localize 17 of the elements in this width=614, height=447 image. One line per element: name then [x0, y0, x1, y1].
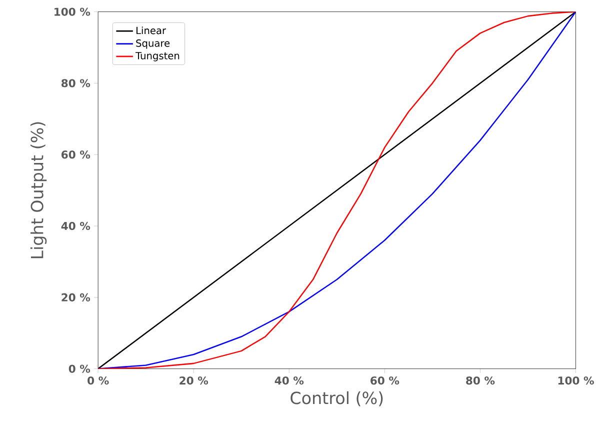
x-tick-label: 60 % — [370, 376, 400, 384]
legend-label: Square — [136, 39, 170, 49]
y-axis-title: Light Output (%) — [30, 122, 47, 258]
x-tick-label: 0 % — [88, 376, 109, 384]
x-tick-label: 20 % — [180, 376, 208, 384]
legend-label: Tungsten — [136, 52, 180, 62]
x-axis-title: Control (%) — [290, 391, 383, 406]
x-tick-label: 40 % — [274, 376, 304, 384]
x-tick-label: 100 % — [558, 376, 594, 384]
y-tick-label: 20 % — [62, 293, 90, 302]
y-tick-label: 80 % — [62, 78, 90, 88]
x-tick-label: 80 % — [466, 376, 495, 384]
y-tick-label: 0 % — [68, 364, 90, 373]
y-tick-label: 40 % — [61, 222, 90, 230]
y-tick-label: 100 % — [54, 8, 90, 16]
y-tick-label: 60 % — [62, 150, 90, 159]
legend-label: Linear — [136, 26, 166, 34]
